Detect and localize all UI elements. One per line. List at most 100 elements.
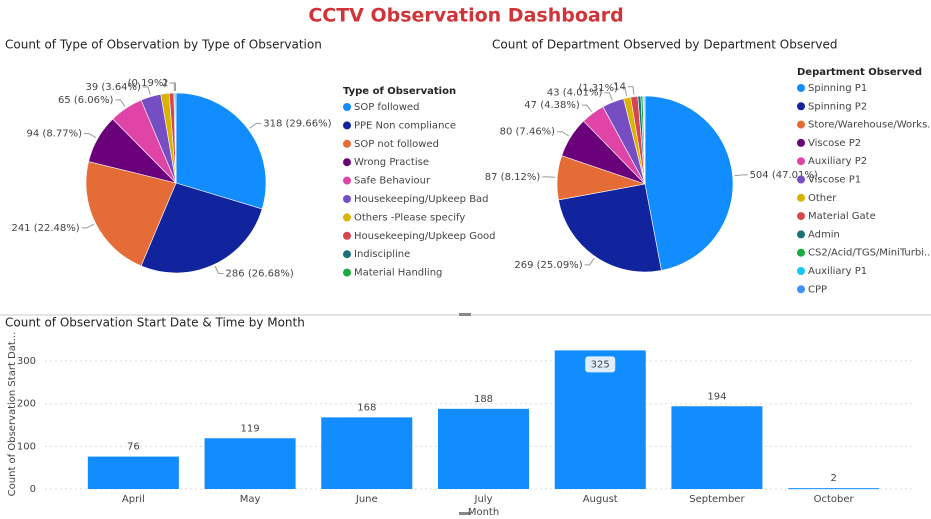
x-tick-label: September (689, 494, 745, 505)
x-tick-label: July (474, 494, 493, 505)
legend-label: PPE Non compliance (354, 120, 456, 131)
legend-label: Spinning P1 (808, 83, 867, 94)
data-label: 504 (47.01%) (750, 170, 818, 181)
bar (671, 406, 763, 489)
data-label: 241 (22.48%) (11, 223, 79, 234)
leader-line (627, 86, 635, 95)
data-label: 87 (8.12%) (485, 172, 541, 183)
leader-line (734, 174, 748, 177)
data-label: 2 (830, 473, 836, 484)
x-tick-label: May (240, 494, 261, 505)
leader-line (214, 266, 224, 274)
leader-line (169, 82, 175, 92)
legend-marker (343, 176, 351, 185)
dashboard-title: CCTV Observation Dashboard (308, 5, 623, 27)
legend-marker (797, 248, 805, 257)
data-label: 76 (127, 442, 140, 453)
legend-title: Department Observed (797, 67, 922, 78)
leader-line (81, 223, 95, 229)
y-tick-label: 300 (17, 356, 36, 367)
legend-marker (797, 84, 805, 92)
data-label: 188 (474, 394, 493, 405)
legend-label: Viscose P2 (808, 138, 861, 149)
data-label: 80 (7.46%) (500, 127, 556, 138)
leader-line (142, 86, 151, 95)
legend-label: CPP (808, 284, 827, 295)
legend-label: Auxiliary P1 (808, 266, 867, 277)
bar (321, 417, 413, 489)
legend-label: Housekeeping/Upkeep Good (354, 231, 496, 242)
pie-slice (643, 95, 646, 185)
data-label: 318 (29.66%) (263, 118, 331, 129)
legend-marker (343, 213, 351, 222)
data-label: 2 (162, 78, 168, 89)
bar (87, 456, 179, 489)
resize-handle (459, 313, 471, 316)
legend-label: CS2/Acid/TGS/MiniTurbi... (808, 248, 931, 259)
pie-slice (175, 92, 267, 210)
legend-title: Type of Observation (343, 86, 456, 97)
x-tick-label: October (814, 494, 855, 505)
label-box (585, 356, 616, 373)
data-label: 286 (26.68%) (226, 268, 294, 279)
leader-line (542, 176, 556, 178)
data-label: (1.31%) (578, 83, 618, 94)
leader-line (584, 257, 595, 266)
data-label: 325 (591, 359, 610, 370)
legend-label: Safe Behaviour (354, 176, 431, 187)
leader-line (604, 92, 613, 101)
leader-line (620, 87, 628, 96)
leader-line (115, 99, 126, 107)
data-label: 43 (4.01%) (547, 88, 603, 99)
legend-marker (797, 120, 805, 129)
legend-marker (797, 267, 805, 275)
pie-slice (644, 95, 734, 271)
pie-slice (140, 182, 263, 274)
legend-marker (343, 103, 351, 111)
x-tick-label: June (355, 494, 378, 505)
legend-marker (797, 193, 805, 202)
leader-line (581, 104, 592, 112)
legend-marker (797, 102, 805, 111)
legend-label: SOP followed (354, 102, 419, 113)
y-tick-label: 100 (17, 441, 36, 452)
data-label: (0.19%) (128, 78, 168, 89)
bar (204, 438, 296, 489)
legend-marker (343, 121, 351, 130)
data-label: 194 (707, 391, 726, 402)
legend-marker (343, 195, 351, 203)
x-axis-title: Month (468, 507, 499, 518)
pie-slice (85, 161, 177, 267)
pie-slice (558, 183, 662, 273)
data-label: 94 (8.77%) (27, 129, 83, 140)
data-label: 14 (613, 82, 626, 93)
legend-label: Viscose P1 (808, 175, 861, 186)
bar (437, 408, 530, 489)
legend-marker (797, 212, 805, 221)
legend-label: Admin (808, 229, 840, 240)
legend-marker (343, 139, 351, 148)
chart-title: Count of Type of Observation by Type of … (5, 38, 322, 52)
chart-title: Count of Observation Start Date & Time b… (5, 316, 305, 330)
legend-marker (343, 268, 351, 277)
data-label: 168 (357, 402, 376, 413)
data-label: 65 (6.06%) (58, 95, 114, 106)
legend-marker (797, 230, 805, 239)
legend-label: Other (808, 193, 837, 204)
legend-marker (797, 285, 805, 294)
pie-slice (174, 92, 177, 184)
legend-label: Store/Warehouse/Works... (808, 120, 931, 131)
leader-line (170, 82, 176, 92)
y-tick-label: 0 (30, 484, 36, 495)
bar (554, 350, 646, 489)
leader-line (84, 133, 97, 139)
legend-marker (797, 157, 805, 166)
chart-title: Count of Department Observed by Departme… (492, 38, 838, 52)
data-label: 39 (3.64%) (85, 82, 141, 93)
resize-handle (459, 512, 471, 515)
y-tick-label: 200 (17, 399, 36, 410)
legend-marker (797, 138, 805, 147)
legend-label: Wrong Practise (354, 157, 429, 168)
